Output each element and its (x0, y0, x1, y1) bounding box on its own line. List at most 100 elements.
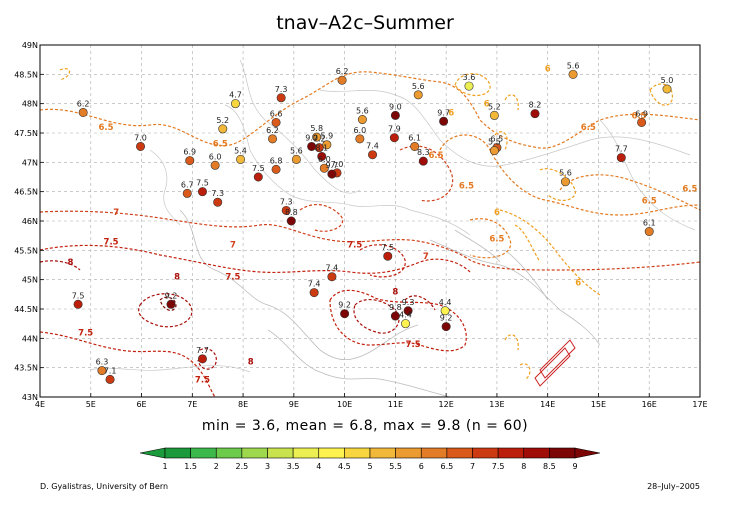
station-marker (185, 156, 195, 166)
lon-tick-label: 7E (187, 400, 197, 409)
station-marker (271, 164, 281, 174)
station-value-label: 6.1 (408, 133, 421, 142)
lon-tick-label: 14E (540, 400, 555, 409)
station-marker (213, 197, 223, 207)
station-value-label: 7.3 (280, 197, 293, 206)
station-value-label: 9.0 (389, 102, 402, 111)
contour-label: 7.5 (347, 240, 362, 250)
station-value-label: 5.6 (559, 169, 572, 178)
station-marker (340, 309, 350, 319)
lon-tick-label: 9E (289, 400, 299, 409)
station-marker (489, 146, 499, 156)
lon-tick-label: 17E (692, 400, 707, 409)
station-marker (355, 134, 365, 144)
colorbar-label: 8.5 (543, 462, 556, 471)
colorbar-label: 6.5 (441, 462, 454, 471)
station-marker (307, 141, 317, 151)
colorbar-label: 5.5 (389, 462, 402, 471)
station-value-label: 5.6 (290, 146, 303, 155)
contour-label: 6.5 (642, 196, 657, 206)
coastline-layer (89, 59, 696, 397)
station-value-label: 7.0 (331, 160, 344, 169)
station-value-label: 6.1 (643, 219, 656, 228)
station-value-label: 9.2 (338, 301, 351, 310)
station-value-label: 5.6 (356, 107, 369, 116)
station-marker (464, 81, 474, 91)
colorbar-label: 8 (521, 462, 526, 471)
station-marker (281, 205, 291, 215)
contour-label: 7.5 (195, 375, 210, 385)
station-marker (236, 154, 246, 164)
colorbar-segment (267, 447, 294, 459)
colorbar-segment (318, 447, 345, 459)
station-value-label: 9.7 (437, 108, 450, 117)
station-marker (78, 107, 88, 117)
colorbar-segment (190, 447, 217, 459)
station-marker (389, 133, 399, 143)
contour-label: 8 (392, 287, 398, 297)
station-marker (440, 306, 450, 316)
colorbar-segment (497, 447, 525, 459)
station-marker (276, 93, 286, 103)
station-value-label: 9.3 (402, 298, 415, 307)
station-marker (317, 151, 327, 161)
lat-tick-label: 43N (22, 393, 38, 402)
station-marker (218, 124, 228, 134)
station-markers: 6.27.06.96.06.7 7.57.35.24.77.36.26.66.25… (72, 61, 673, 384)
colorbar-segment (420, 447, 448, 459)
station-value-label: 4.7 (229, 91, 242, 100)
station-marker (644, 227, 654, 237)
station-value-label: 8.1 (315, 143, 328, 152)
colorbar-label: 7 (470, 462, 475, 471)
station-marker (136, 141, 146, 151)
map-title: tnav–A2c–Summer (276, 12, 454, 34)
station-value-label: 7.0 (134, 133, 147, 142)
station-marker (230, 99, 240, 109)
colorbar-segment (344, 447, 371, 459)
station-marker (401, 319, 411, 329)
colorbar-label: 4 (316, 462, 321, 471)
station-value-label: 5.9 (320, 132, 333, 141)
station-value-label: 7.5 (72, 291, 85, 300)
contour-label: 8 (174, 273, 180, 283)
lat-tick-label: 47N (22, 158, 38, 167)
contour-label: 7.5 (104, 237, 119, 247)
station-value-label: 6.8 (270, 156, 283, 165)
contour-label: 7.5 (406, 340, 421, 350)
colorbar-arrow-left (139, 447, 166, 459)
colorbar-label: 6 (419, 462, 424, 471)
station-marker (662, 84, 672, 94)
station-value-label: 5.5 (488, 138, 501, 147)
colorbar-segment (292, 447, 320, 459)
contour-label: 6.5 (581, 123, 596, 133)
colorbar-label: 3 (265, 462, 270, 471)
station-value-label: 7.5 (196, 179, 209, 188)
station-value-label: 9.0 (305, 133, 318, 142)
station-value-label: 8.8 (285, 208, 298, 217)
contour-label: 6.5 (213, 139, 228, 149)
station-value-label: 6.0 (353, 126, 366, 135)
lat-tick-label: 44N (22, 334, 38, 343)
colorbar-segment (446, 447, 473, 459)
station-marker (327, 169, 337, 179)
contour-lines (40, 68, 700, 397)
station-value-label: 4.4 (439, 298, 452, 307)
lon-tick-label: 10E (337, 400, 352, 409)
lon-tick-label: 11E (388, 400, 403, 409)
station-value-label: 7.4 (326, 264, 339, 273)
station-value-label: 6.5 (491, 135, 504, 144)
contour-label: 6 (575, 279, 581, 289)
station-value-label: 3.6 (463, 73, 476, 82)
station-value-label: 7.2 (313, 135, 326, 144)
station-value-label: 6.7 (181, 180, 194, 189)
contour-label: 6 (448, 108, 454, 118)
station-value-label: 5.4 (234, 146, 247, 155)
colorbar-arrow-right (574, 447, 601, 459)
lat-tick-label: 43.5N (14, 364, 38, 373)
lon-tick-label: 6E (136, 400, 146, 409)
station-value-label: 7.5 (381, 243, 394, 252)
station-marker (73, 299, 83, 309)
station-marker (441, 322, 451, 332)
contour-label: 8 (68, 258, 74, 268)
station-value-label: 7.5 (252, 164, 265, 173)
